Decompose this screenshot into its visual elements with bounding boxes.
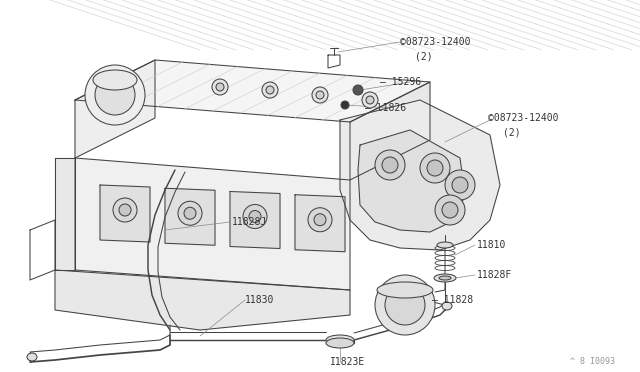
Polygon shape — [75, 60, 430, 122]
Polygon shape — [75, 60, 155, 158]
Circle shape — [312, 87, 328, 103]
Text: 11828F: 11828F — [477, 270, 512, 280]
Circle shape — [266, 86, 274, 94]
Circle shape — [85, 65, 145, 125]
Circle shape — [113, 198, 137, 222]
Polygon shape — [100, 185, 150, 242]
Circle shape — [316, 91, 324, 99]
Text: ©08723-12400: ©08723-12400 — [488, 113, 559, 123]
Polygon shape — [350, 82, 430, 180]
Polygon shape — [340, 100, 500, 250]
Circle shape — [375, 275, 435, 335]
Text: (2): (2) — [503, 127, 520, 137]
Polygon shape — [295, 195, 345, 252]
Polygon shape — [95, 80, 135, 115]
Circle shape — [375, 150, 405, 180]
Circle shape — [308, 208, 332, 232]
Text: — 11828: — 11828 — [432, 295, 473, 305]
Ellipse shape — [326, 335, 354, 345]
Text: 11830: 11830 — [245, 295, 275, 305]
Circle shape — [435, 195, 465, 225]
Circle shape — [382, 157, 398, 173]
Text: 11828J: 11828J — [232, 217, 268, 227]
Circle shape — [442, 202, 458, 218]
Ellipse shape — [437, 242, 453, 248]
Polygon shape — [230, 192, 280, 248]
Polygon shape — [358, 130, 465, 232]
Text: ^ 8 I0093: ^ 8 I0093 — [570, 357, 615, 366]
Text: I1823E: I1823E — [330, 357, 365, 367]
Ellipse shape — [93, 70, 137, 90]
Circle shape — [95, 75, 135, 115]
Ellipse shape — [434, 274, 456, 282]
Circle shape — [362, 92, 378, 108]
Text: — l1826: — l1826 — [365, 103, 406, 113]
Circle shape — [249, 211, 261, 222]
Ellipse shape — [439, 276, 451, 280]
Circle shape — [366, 96, 374, 104]
Ellipse shape — [377, 282, 433, 298]
Circle shape — [184, 207, 196, 219]
Polygon shape — [55, 158, 75, 270]
Text: (2): (2) — [415, 51, 433, 61]
Circle shape — [420, 153, 450, 183]
Circle shape — [427, 160, 443, 176]
Ellipse shape — [442, 302, 452, 310]
Circle shape — [243, 205, 267, 228]
Circle shape — [314, 214, 326, 226]
Ellipse shape — [326, 338, 354, 348]
Polygon shape — [165, 188, 215, 245]
Circle shape — [216, 83, 224, 91]
Circle shape — [341, 101, 349, 109]
Circle shape — [262, 82, 278, 98]
Circle shape — [353, 85, 363, 95]
Circle shape — [119, 204, 131, 216]
Circle shape — [212, 79, 228, 95]
Circle shape — [385, 285, 425, 325]
Ellipse shape — [27, 353, 37, 361]
Text: ©08723-12400: ©08723-12400 — [400, 37, 470, 47]
Polygon shape — [75, 158, 350, 290]
Circle shape — [452, 177, 468, 193]
Text: — 15296: — 15296 — [380, 77, 421, 87]
Circle shape — [445, 170, 475, 200]
Circle shape — [178, 201, 202, 225]
Polygon shape — [55, 270, 350, 330]
Text: 11810: 11810 — [477, 240, 506, 250]
